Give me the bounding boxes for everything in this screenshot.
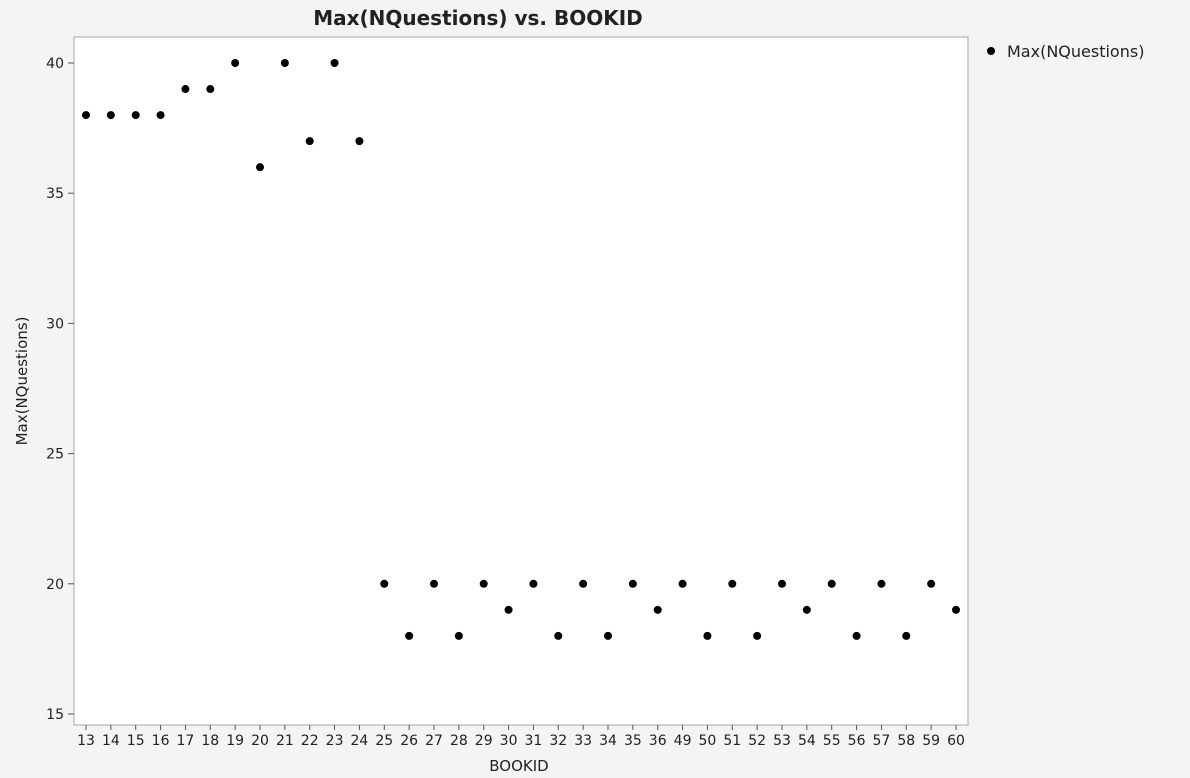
x-tick-label: 20	[251, 733, 269, 749]
data-point	[778, 579, 786, 588]
y-tick-label: 40	[46, 56, 64, 72]
data-point	[952, 605, 960, 614]
data-point	[827, 579, 836, 588]
data-point	[305, 137, 314, 146]
y-tick-label: 30	[46, 316, 64, 332]
x-tick-label: 21	[276, 733, 294, 749]
data-point	[703, 631, 712, 640]
data-point	[156, 111, 165, 120]
data-points	[82, 59, 960, 640]
data-point	[628, 579, 637, 588]
x-tick-label: 36	[649, 733, 667, 749]
x-axis: 13 14 15 16 17 18 19 20 21 22 23 24 25 26 27 28 29 30 31 32…	[77, 725, 965, 749]
y-axis: 15 20 25 30 35 40	[46, 56, 74, 723]
x-tick-label: 35	[624, 733, 642, 749]
x-tick-label: 60	[947, 733, 965, 749]
data-point	[479, 579, 488, 588]
x-tick-label: 14	[102, 733, 120, 749]
x-tick-label: 16	[152, 733, 170, 749]
data-point	[454, 631, 463, 640]
data-point	[231, 59, 240, 67]
data-point	[653, 605, 662, 614]
x-tick-label: 27	[425, 733, 443, 749]
x-tick-label: 24	[351, 733, 369, 749]
x-tick-label: 22	[301, 733, 319, 749]
x-tick-label: 18	[201, 733, 219, 749]
data-point	[131, 111, 140, 120]
x-tick-label: 15	[127, 733, 145, 749]
data-point	[405, 631, 414, 640]
x-tick-label: 33	[574, 733, 592, 749]
x-tick-label: 49	[674, 733, 692, 749]
x-tick-label: 13	[77, 733, 95, 749]
x-tick-label: 51	[723, 733, 741, 749]
x-tick-label: 26	[400, 733, 418, 749]
x-tick-label: 28	[450, 733, 468, 749]
y-tick-label: 20	[46, 577, 64, 593]
data-point	[678, 579, 687, 588]
data-point	[927, 579, 936, 588]
data-point	[380, 579, 389, 588]
x-tick-label: 56	[848, 733, 866, 749]
data-point	[802, 605, 811, 614]
data-point	[877, 579, 886, 588]
x-axis-label: BOOKID	[489, 757, 548, 775]
data-point	[753, 631, 762, 640]
data-point	[106, 111, 115, 120]
x-tick-label: 55	[823, 733, 841, 749]
x-tick-label: 25	[375, 733, 393, 749]
x-tick-label: 59	[922, 733, 940, 749]
plot-area	[73, 36, 969, 726]
x-tick-label: 57	[873, 733, 891, 749]
data-point	[529, 579, 538, 588]
y-tick-label: 15	[46, 707, 64, 723]
x-tick-label: 54	[798, 733, 816, 749]
data-point	[504, 605, 513, 614]
legend-label: Max(NQuestions)	[1007, 42, 1144, 61]
chart-title: Max(NQuestions) vs. BOOKID	[313, 6, 643, 30]
x-tick-label: 23	[326, 733, 344, 749]
x-tick-label: 52	[748, 733, 766, 749]
data-point	[604, 631, 612, 640]
x-tick-label: 19	[226, 733, 244, 749]
data-point	[430, 579, 438, 588]
data-point	[554, 631, 563, 640]
x-tick-label: 17	[177, 733, 195, 749]
x-tick-label: 53	[773, 733, 791, 749]
x-tick-label: 50	[699, 733, 717, 749]
data-point	[280, 59, 289, 67]
data-point	[330, 59, 339, 67]
data-point	[82, 111, 90, 120]
data-point	[852, 631, 861, 640]
x-tick-label: 34	[599, 733, 617, 749]
x-tick-label: 58	[897, 733, 915, 749]
data-point	[256, 163, 264, 172]
data-point	[206, 85, 215, 94]
data-point	[579, 579, 588, 588]
y-axis-label: Max(NQuestions)	[13, 317, 31, 446]
y-tick-label: 25	[46, 447, 64, 463]
data-point	[181, 85, 190, 94]
x-tick-label: 29	[475, 733, 493, 749]
x-tick-label: 30	[500, 733, 518, 749]
data-point	[355, 137, 364, 146]
y-tick-label: 35	[46, 186, 64, 202]
data-point	[728, 579, 737, 588]
x-tick-label: 31	[525, 733, 543, 749]
x-tick-label: 32	[549, 733, 567, 749]
legend: Max(NQuestions)	[987, 42, 1144, 61]
legend-marker	[987, 47, 995, 55]
data-point	[902, 631, 911, 640]
